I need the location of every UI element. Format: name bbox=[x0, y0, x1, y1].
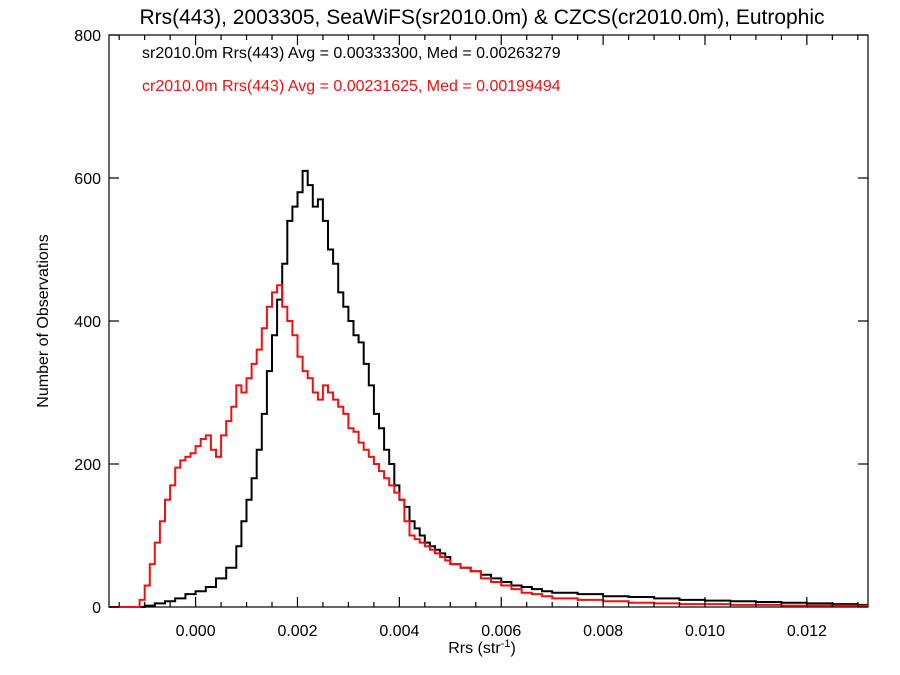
y-tick-label: 400 bbox=[74, 314, 101, 331]
y-axis-ticks: 0 200 400 600 800 bbox=[74, 28, 868, 617]
x-tick-label: 0.004 bbox=[379, 623, 419, 640]
annotation-czcs-stats: cr2010.0m Rrs(443) Avg = 0.00231625, Med… bbox=[142, 78, 561, 95]
x-axis-ticks: 0.000 0.002 0.004 0.006 0.008 0.010 0.012 bbox=[118, 35, 859, 640]
annotation-seawifs-stats: sr2010.0m Rrs(443) Avg = 0.00333300, Med… bbox=[142, 45, 561, 62]
y-tick-label: 200 bbox=[74, 457, 101, 474]
x-tick-label: 0.006 bbox=[481, 623, 521, 640]
x-tick-label: 0.010 bbox=[685, 623, 725, 640]
y-tick-label: 800 bbox=[74, 28, 101, 45]
x-tick-label: 0.012 bbox=[787, 623, 827, 640]
x-tick-label: 0.008 bbox=[583, 623, 623, 640]
y-tick-label: 0 bbox=[92, 600, 101, 617]
histogram-series-0 bbox=[109, 169, 868, 608]
plot-frame bbox=[108, 34, 869, 608]
x-axis-label-close: ) bbox=[510, 640, 515, 657]
x-tick-label: 0.002 bbox=[277, 623, 317, 640]
series-layer bbox=[109, 169, 868, 608]
x-axis-label-exponent: -1 bbox=[501, 638, 511, 650]
chart-title: Rrs(443), 2003305, SeaWiFS(sr2010.0m) & … bbox=[139, 6, 824, 29]
histogram-series-1 bbox=[109, 284, 868, 608]
x-axis-label-main: Rrs (str bbox=[448, 640, 501, 657]
x-axis-label: Rrs (str-1) bbox=[448, 638, 516, 657]
x-tick-label: 0.000 bbox=[176, 623, 216, 640]
y-axis-label: Number of Observations bbox=[35, 234, 52, 407]
y-tick-label: 600 bbox=[74, 171, 101, 188]
